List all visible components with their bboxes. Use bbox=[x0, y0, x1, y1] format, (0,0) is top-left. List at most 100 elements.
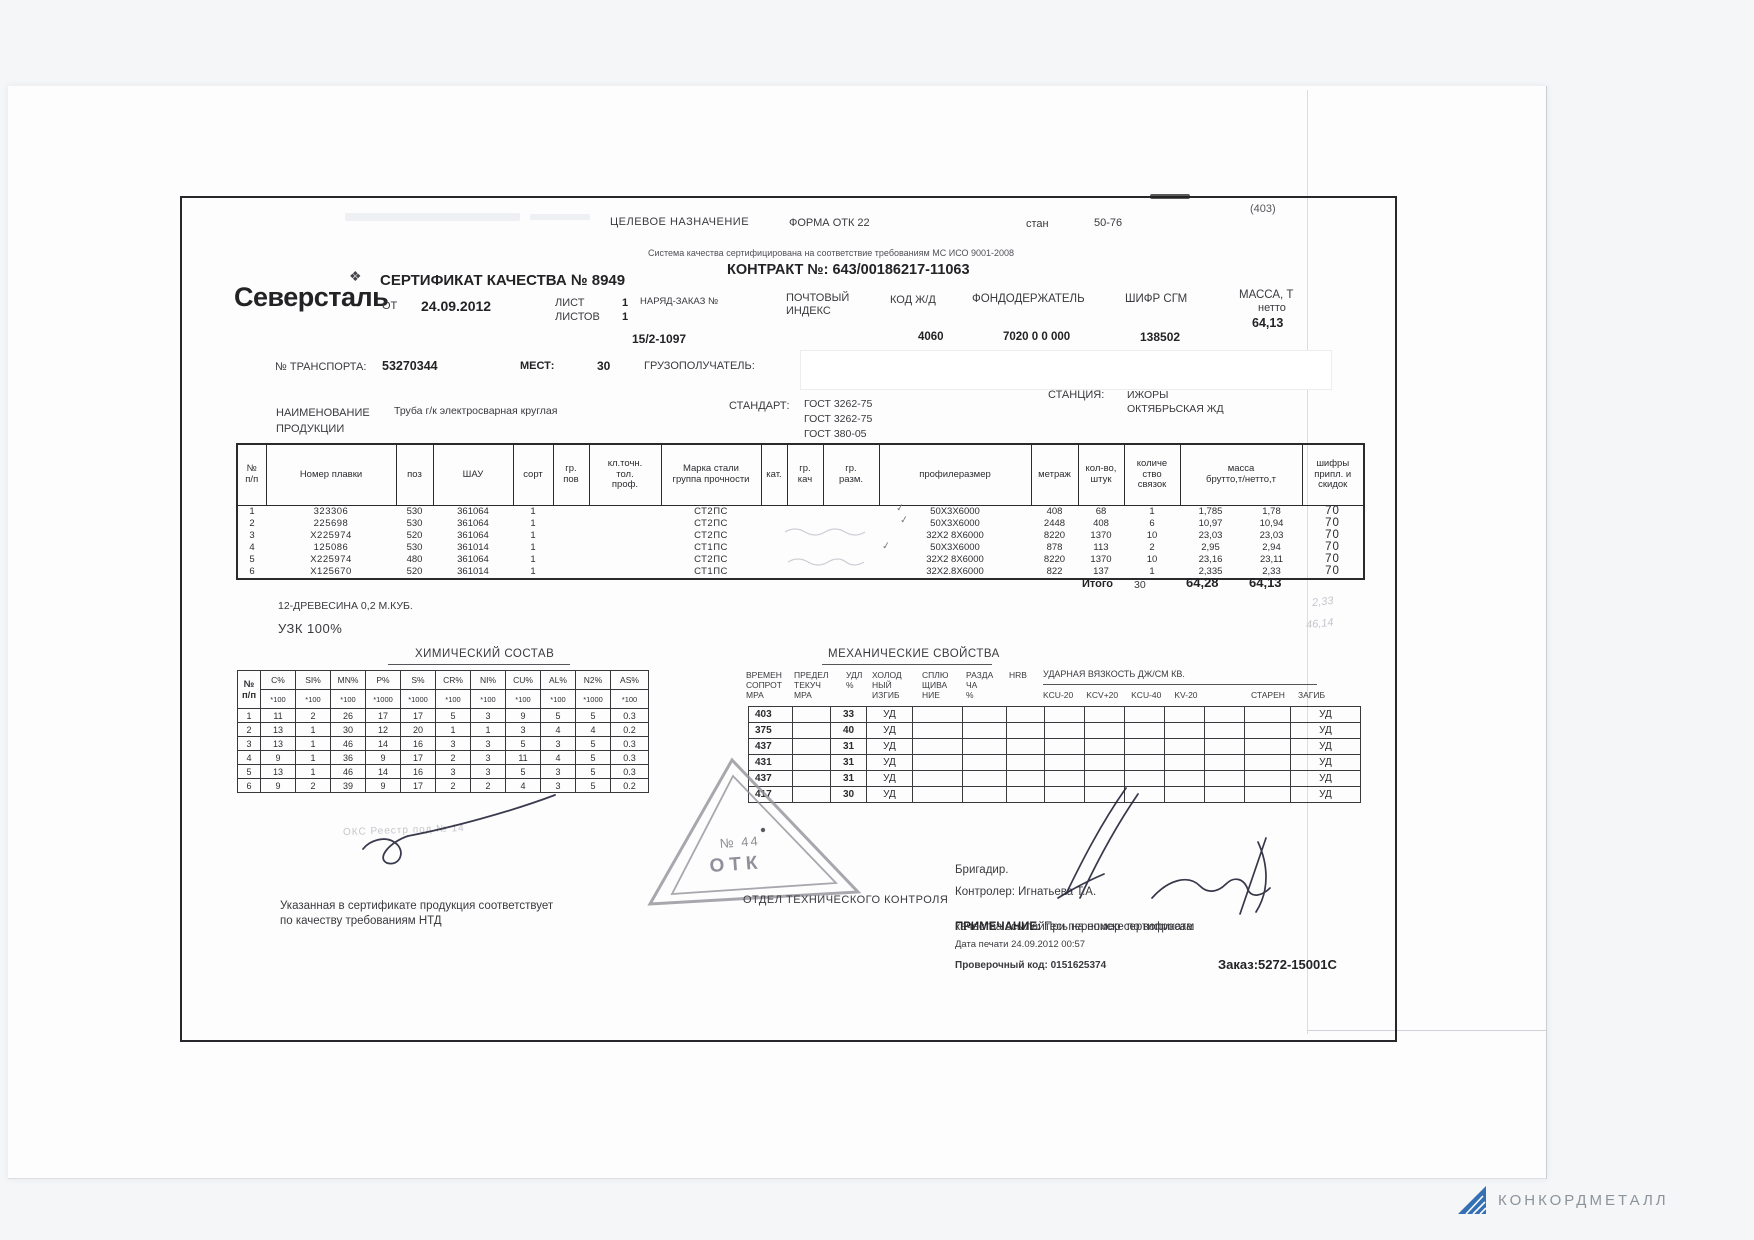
impact-underline bbox=[1043, 684, 1317, 685]
mechanical-properties-table: 403 33 УД УД 375 40 УД УД 437 31 УД УД 431 31 УД УД 437 3… bbox=[748, 706, 1361, 803]
cell: 0.2 bbox=[610, 722, 649, 737]
cell: *100 bbox=[610, 689, 649, 709]
cell: 1 bbox=[295, 764, 331, 779]
cell bbox=[912, 738, 963, 755]
print-date: Дата печати 24.09.2012 00:57 bbox=[955, 939, 1086, 950]
cell: 8220 bbox=[1043, 554, 1066, 566]
table-row: 2 225698 530 361064 1 СТ2ПС 50Х3Х6000 2448 408 6 1… bbox=[237, 518, 1364, 530]
cell: 2 bbox=[295, 778, 331, 793]
cell: *1000 bbox=[575, 689, 611, 709]
cell: 408 bbox=[1093, 518, 1109, 530]
cell: СТ1ПС bbox=[694, 542, 728, 554]
cell bbox=[1044, 754, 1085, 771]
transport-label: № ТРАНСПОРТА: bbox=[275, 361, 367, 373]
mass-netto-label: нетто bbox=[1258, 302, 1286, 314]
brigadier-label: Бригадир. bbox=[955, 864, 1009, 876]
cell bbox=[589, 554, 661, 566]
cell: 17 bbox=[365, 708, 401, 723]
cell: *1000 bbox=[365, 689, 401, 709]
uzk-note: УЗК 100% bbox=[278, 621, 343, 636]
total-net: 64,13 bbox=[1249, 575, 1282, 590]
handwritten-ink-scribble bbox=[362, 794, 556, 865]
table-row: 5 Х225974 480 361064 1 СТ2ПС 32Х2 8Х6000 8220 13… bbox=[237, 554, 1364, 566]
compliance-line-2: по качеству требованиям НТД bbox=[280, 915, 442, 927]
sheet-value: 1 bbox=[622, 297, 629, 309]
col-shau: ШАУ bbox=[432, 443, 514, 506]
cell bbox=[1124, 706, 1165, 723]
aging-label: СТАРЕН bbox=[1251, 690, 1285, 700]
cell: УД bbox=[1290, 754, 1361, 771]
work-order-label: НАРЯД-ЗАКАЗ № bbox=[640, 296, 719, 307]
cell: 530 bbox=[406, 518, 423, 530]
signature-strokes bbox=[1057, 787, 1271, 915]
paper-edge-line bbox=[1307, 90, 1308, 1034]
table-row: 5 13 1 46 14 16 3 3 5 3 5 0.3 bbox=[237, 764, 649, 779]
cell: *100 bbox=[330, 689, 366, 709]
col-grrazm: гр. разм. bbox=[822, 443, 880, 506]
cell bbox=[553, 554, 589, 566]
from-label: ОТ bbox=[382, 300, 398, 312]
cell: 23,11 bbox=[1259, 554, 1284, 566]
cell bbox=[1204, 722, 1245, 739]
cell bbox=[1244, 738, 1291, 755]
cell: 5 bbox=[540, 708, 576, 723]
cell bbox=[1164, 754, 1205, 771]
cell: 1 bbox=[237, 708, 261, 723]
cell: 9 bbox=[365, 750, 401, 765]
cell: 0.3 bbox=[610, 750, 649, 765]
cell: УД bbox=[866, 786, 913, 803]
cell: 13 bbox=[260, 736, 296, 751]
cell: Х225974 bbox=[310, 530, 352, 542]
cell: 23,16 bbox=[1198, 554, 1223, 566]
cell: 17 bbox=[400, 708, 436, 723]
cell: 2 bbox=[249, 518, 255, 530]
cell bbox=[589, 506, 661, 519]
station-value-1: ИЖОРЫ bbox=[1127, 389, 1169, 401]
cell: 2,95 bbox=[1201, 542, 1220, 554]
cell: 1 bbox=[470, 722, 506, 737]
cell bbox=[1124, 754, 1165, 771]
cell: 6 bbox=[1149, 518, 1155, 530]
cell: *100 bbox=[260, 689, 296, 709]
stan-value: 50-76 bbox=[1094, 217, 1123, 229]
cell: 23,03 bbox=[1259, 530, 1284, 542]
cell: 70 bbox=[1325, 517, 1340, 530]
cell: 403 bbox=[748, 706, 793, 723]
cell: 6 bbox=[237, 778, 261, 793]
mech-head-strength: ВРЕМЕН СОПРОТ МРА bbox=[746, 670, 782, 700]
table-row: 2 13 1 30 12 20 1 1 3 4 4 0.2 bbox=[237, 722, 649, 737]
cell: 2,33 bbox=[1262, 566, 1281, 578]
transport-value: 53270344 bbox=[382, 359, 438, 373]
mech-head-coldbend: ХОЛОД НЫЙ ИЗГИБ bbox=[872, 670, 902, 700]
cell: 3 bbox=[249, 530, 255, 542]
cell: 30 bbox=[330, 722, 366, 737]
cell: 361064 bbox=[457, 554, 489, 566]
cell bbox=[1044, 706, 1085, 723]
mech-title: МЕХАНИЧЕСКИЕ СВОЙСТВА bbox=[828, 648, 1000, 660]
cell: 1 bbox=[530, 518, 536, 530]
cell: СТ2ПС bbox=[694, 554, 728, 566]
table-row: 1 323306 530 361064 1 СТ2ПС 50Х3Х6000 408 68 1 1,7… bbox=[237, 506, 1364, 519]
cell: 1370 bbox=[1090, 530, 1112, 542]
cell bbox=[962, 738, 1007, 755]
cell: 4 bbox=[540, 750, 576, 765]
cell: AS% bbox=[610, 670, 649, 690]
cell: 23,03 bbox=[1198, 530, 1223, 542]
cell bbox=[553, 506, 589, 519]
cell: 50Х3Х6000 bbox=[930, 518, 980, 530]
brand-logo-icon: ❖ bbox=[349, 268, 362, 284]
scan-smudge bbox=[530, 214, 590, 220]
cell: 1 bbox=[295, 722, 331, 737]
cell: 3 bbox=[470, 736, 506, 751]
cell bbox=[1164, 706, 1205, 723]
standard-gost-1: ГОСТ 3262-75 bbox=[804, 398, 873, 410]
cell: 8220 bbox=[1043, 530, 1066, 542]
col-kltochn: кл.точн. тол. проф. bbox=[588, 443, 662, 506]
cell: KV-20 bbox=[1174, 690, 1198, 700]
cell: 70 bbox=[1325, 553, 1340, 566]
cell: 11 bbox=[260, 708, 296, 723]
cell: 9 bbox=[260, 750, 296, 765]
consignee-label: ГРУЗОПОЛУЧАТЕЛЬ: bbox=[644, 360, 755, 372]
cell bbox=[912, 722, 963, 739]
table-row: 375 40 УД УД bbox=[748, 722, 1361, 739]
